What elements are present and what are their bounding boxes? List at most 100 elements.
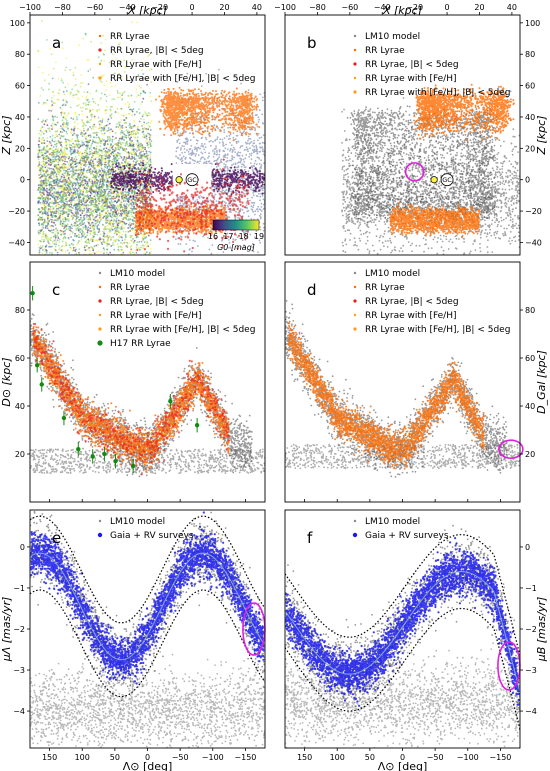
legend-marker — [98, 285, 102, 289]
legend-entry: LM10 model — [365, 32, 420, 42]
model-bg — [30, 646, 265, 748]
x-axis-label: Λ⊙ [deg] — [378, 760, 428, 771]
x-tick-label: −20 — [151, 3, 168, 12]
legend-marker — [98, 34, 102, 38]
legend-entry: RR Lyrae, |B| < 5deg — [110, 297, 204, 307]
legend-marker — [353, 327, 357, 331]
northern-arc-rr — [411, 83, 515, 142]
y-tick-label: 60 — [15, 82, 25, 91]
highlight-circle — [498, 439, 524, 460]
y-tick-label: 40 — [525, 113, 535, 122]
legend-marker — [98, 299, 102, 303]
panel-label: c — [52, 281, 60, 299]
legend-entry: LM10 model — [365, 517, 420, 527]
legend-entry: RR Lyrae with [Fe/H] — [110, 60, 202, 70]
x-tick-label: 100 — [75, 753, 90, 762]
y-tick-label: 20 — [525, 144, 535, 153]
legend-marker — [353, 48, 357, 52]
legend-marker — [353, 62, 357, 66]
legend: LM10 model RR Lyrae RR Lyrae, |B| < 5deg RR… — [353, 269, 510, 335]
legend-entry: RR Lyrae with [Fe/H] — [365, 311, 457, 321]
scatter-layer-d — [285, 300, 520, 478]
legend-marker — [97, 532, 103, 538]
x-tick-label: 0 — [145, 753, 150, 762]
y-tick-label: −40 — [8, 238, 25, 247]
legend: LM10 model RR Lyrae RR Lyrae, |B| < 5deg RR… — [97, 269, 255, 349]
sun-marker — [430, 176, 438, 184]
legend-entry: RR Lyrae — [110, 283, 150, 293]
legend: LM10 model Gaia + RV surveys — [97, 517, 194, 541]
southern-arc-rr — [389, 202, 481, 238]
axes-frame-b — [284, 14, 521, 256]
y-tick-label: 100 — [525, 19, 540, 28]
y-axis-label: D_Gal [kpc] — [535, 350, 548, 414]
scatter-layer-a — [37, 18, 265, 255]
y-tick-label: −1 — [13, 584, 25, 593]
model-lower — [341, 90, 520, 255]
legend-marker — [353, 519, 357, 523]
model-bg — [285, 642, 520, 748]
x-tick-label: 40 — [252, 3, 262, 12]
y-tick-label: 0 — [20, 176, 25, 185]
y-tick-label: −2 — [13, 625, 25, 634]
legend: LM10 model Gaia + RV surveys — [352, 517, 449, 541]
y-tick-label: 20 — [15, 450, 25, 459]
legend: LM10 model RR Lyrae RR Lyrae, |B| < 5deg RR… — [353, 32, 510, 98]
y-tick-label: 60 — [15, 354, 25, 363]
mean-curve — [285, 571, 520, 693]
legend-marker — [98, 48, 102, 52]
x-tick-label: −100 — [274, 3, 296, 12]
y-tick-label: −20 — [8, 207, 25, 216]
legend-marker — [98, 76, 102, 80]
legend-entry: RR Lyrae with [Fe/H] — [365, 74, 457, 84]
y-axis-label: D⊙ [kpc] — [0, 357, 13, 406]
legend-marker — [97, 340, 103, 346]
y-tick-label: 80 — [525, 50, 535, 59]
x-tick-label: 0 — [445, 3, 450, 12]
legend-entry: RR Lyrae, |B| < 5deg — [110, 46, 204, 56]
legend-marker — [98, 271, 102, 275]
y-tick-label: 0 — [525, 176, 530, 185]
x-tick-label: −50 — [427, 753, 444, 762]
legend-entry: LM10 model — [365, 269, 420, 279]
x-tick-label: −100 — [202, 753, 224, 762]
panel-e: 150 100 50 0 −50 −100 −150−4−3−2−10Λ⊙ [deg]μΛ … — [0, 509, 266, 771]
legend-marker — [353, 271, 357, 275]
y-tick-label: −1 — [525, 584, 537, 593]
x-tick-label: −150 — [489, 753, 511, 762]
x-tick-label: −80 — [309, 3, 326, 12]
x-tick-label: −100 — [457, 753, 479, 762]
panel-c: 20 40 60 80 D⊙ [kpc] c LM10 model RR Lyrae RR Ly… — [0, 261, 266, 503]
panel-a: GC −100 −80 −60 −40 −20 0 20 40 −40 −20 0 20 40 60 80 10… — [0, 3, 266, 256]
colorbar-label: G0 [mag] — [217, 243, 255, 252]
axes-frame-a — [29, 14, 266, 256]
x-tick-label: 0 — [190, 3, 195, 12]
legend-marker — [353, 299, 357, 303]
y-axis-label: μΛ [mas/yr] — [0, 597, 13, 663]
legend-entry: Gaia + RV surveys — [110, 531, 194, 541]
bound-curve — [285, 607, 520, 730]
legend-marker — [353, 76, 357, 80]
legend: RR Lyrae RR Lyrae, |B| < 5deg RR Lyrae wit… — [98, 32, 255, 84]
x-tick-label: −150 — [234, 753, 256, 762]
y-tick-label: 60 — [525, 82, 535, 91]
legend-entry: LM10 model — [110, 269, 165, 279]
model-trailing — [30, 448, 265, 474]
colorbar-tick-label: 18 — [239, 232, 249, 241]
y-tick-label: 40 — [15, 402, 25, 411]
legend-marker — [98, 313, 102, 317]
rr-stream — [287, 322, 486, 470]
y-tick-label: 20 — [15, 144, 25, 153]
y-axis-label: Z [kpc] — [0, 115, 13, 155]
y-axis-label: Z [kpc] — [535, 115, 548, 155]
scatter-layer-c — [30, 286, 265, 478]
legend-marker — [98, 519, 102, 523]
panel-f: 150 100 50 0 −50 −100 −150−4−3−2−10Λ⊙ [deg]μB … — [284, 509, 548, 771]
scatter-layer-f — [285, 524, 520, 748]
x-tick-label: −80 — [54, 3, 71, 12]
legend-entry: RR Lyrae with [Fe/H], |B| < 5deg — [110, 74, 255, 84]
scatter-layer-b — [341, 83, 520, 255]
x-tick-label: −40 — [374, 3, 391, 12]
y-tick-label: −20 — [525, 207, 542, 216]
legend-marker — [352, 532, 358, 538]
